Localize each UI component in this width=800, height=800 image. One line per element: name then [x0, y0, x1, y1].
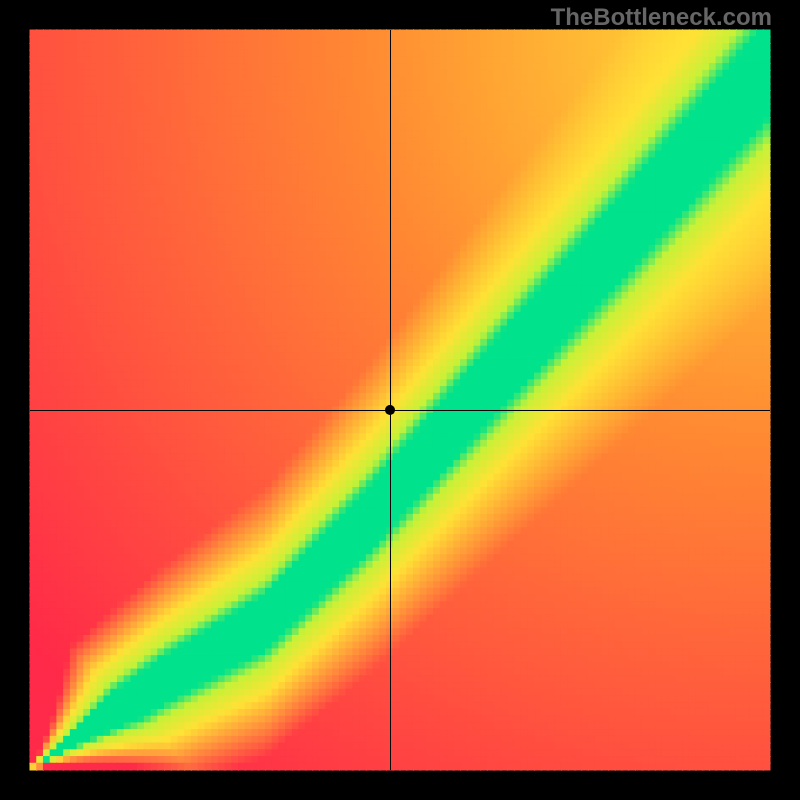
bottleneck-heatmap	[0, 0, 800, 800]
chart-stage: TheBottleneck.com	[0, 0, 800, 800]
